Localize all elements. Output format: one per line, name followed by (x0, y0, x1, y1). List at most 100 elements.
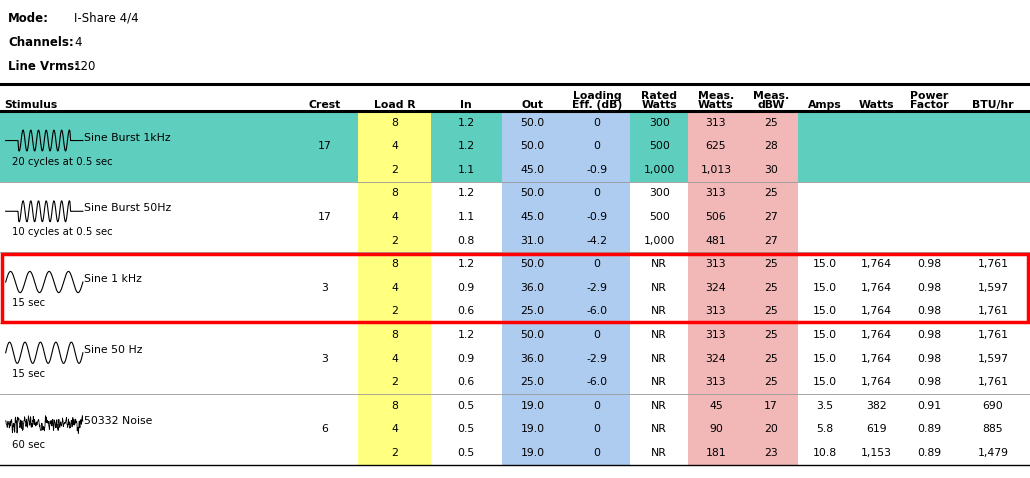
Text: 8: 8 (391, 118, 398, 128)
Text: 25: 25 (764, 283, 778, 293)
Text: 17: 17 (318, 212, 332, 222)
Text: 0.5: 0.5 (457, 448, 475, 458)
Text: 0.98: 0.98 (917, 330, 941, 340)
Text: 625: 625 (706, 141, 726, 151)
Bar (744, 158, 798, 182)
Text: 25: 25 (764, 354, 778, 363)
Text: 19.0: 19.0 (520, 424, 545, 434)
Text: Meas.: Meas. (697, 91, 734, 101)
Text: 25: 25 (764, 118, 778, 128)
Text: 1.1: 1.1 (457, 212, 475, 222)
Text: 0: 0 (593, 259, 600, 269)
Text: NR: NR (651, 259, 667, 269)
Text: 313: 313 (706, 188, 726, 198)
Bar (563, 205, 630, 229)
Text: 690: 690 (983, 401, 1003, 411)
Bar (744, 252, 798, 276)
Text: 4: 4 (391, 283, 398, 293)
Text: 17: 17 (318, 141, 332, 151)
Text: 19.0: 19.0 (520, 448, 545, 458)
Text: 0.6: 0.6 (457, 377, 475, 387)
Text: 0.98: 0.98 (917, 377, 941, 387)
Text: 619: 619 (866, 424, 887, 434)
Text: 2: 2 (391, 306, 398, 316)
Bar (563, 347, 630, 370)
Text: 1,764: 1,764 (861, 330, 892, 340)
Text: 60 sec: 60 sec (12, 440, 45, 449)
Text: Factor: Factor (909, 100, 949, 110)
Bar (502, 182, 563, 205)
Bar (688, 182, 744, 205)
Text: -6.0: -6.0 (586, 306, 608, 316)
Text: 6: 6 (321, 424, 329, 434)
Text: 15.0: 15.0 (813, 259, 836, 269)
Text: 0.5: 0.5 (457, 401, 475, 411)
Text: NR: NR (651, 306, 667, 316)
Bar (688, 417, 744, 441)
Text: Sine Burst 50Hz: Sine Burst 50Hz (84, 204, 172, 213)
Text: 313: 313 (706, 118, 726, 128)
Text: 500: 500 (649, 141, 670, 151)
Bar (744, 300, 798, 323)
Bar (358, 300, 431, 323)
Bar (563, 252, 630, 276)
Bar (358, 276, 431, 300)
Bar (502, 229, 563, 252)
Text: 15 sec: 15 sec (12, 369, 45, 379)
Text: 0: 0 (593, 401, 600, 411)
Text: 0: 0 (593, 448, 600, 458)
Text: -0.9: -0.9 (586, 212, 608, 222)
Text: Loading: Loading (573, 91, 621, 101)
Bar (0, 111, 1030, 182)
Bar (502, 205, 563, 229)
Text: 0.98: 0.98 (917, 283, 941, 293)
Text: 90: 90 (709, 424, 723, 434)
Bar (563, 417, 630, 441)
Bar (563, 134, 630, 158)
Text: 23: 23 (764, 448, 778, 458)
Text: 50.0: 50.0 (520, 118, 545, 128)
Text: 181: 181 (706, 448, 726, 458)
Text: 0: 0 (593, 118, 600, 128)
Bar (563, 370, 630, 394)
Text: Out: Out (521, 100, 544, 110)
Bar (358, 441, 431, 465)
Text: Sine 50 Hz: Sine 50 Hz (84, 345, 143, 355)
Text: 1.2: 1.2 (457, 330, 475, 340)
Text: 50.0: 50.0 (520, 330, 545, 340)
Text: 1,013: 1,013 (700, 165, 731, 175)
Bar (688, 158, 744, 182)
Bar (502, 370, 563, 394)
Bar (563, 229, 630, 252)
Text: 0.89: 0.89 (917, 448, 941, 458)
Text: 20 cycles at 0.5 sec: 20 cycles at 0.5 sec (12, 157, 113, 166)
Bar (502, 252, 563, 276)
Bar (744, 182, 798, 205)
Text: 1,761: 1,761 (977, 259, 1008, 269)
Bar (744, 394, 798, 417)
Text: 15.0: 15.0 (813, 306, 836, 316)
Text: 15.0: 15.0 (813, 283, 836, 293)
Text: Crest: Crest (309, 100, 341, 110)
Bar (563, 276, 630, 300)
Text: 1.1: 1.1 (457, 165, 475, 175)
Text: 1,764: 1,764 (861, 259, 892, 269)
Text: 45.0: 45.0 (520, 165, 545, 175)
Text: Sine Burst 1kHz: Sine Burst 1kHz (84, 133, 171, 142)
Text: 25: 25 (764, 188, 778, 198)
Text: 1.2: 1.2 (457, 259, 475, 269)
Bar (358, 134, 431, 158)
Text: 45: 45 (709, 401, 723, 411)
Text: 15.0: 15.0 (813, 354, 836, 363)
Text: 50.0: 50.0 (520, 259, 545, 269)
Text: 0.8: 0.8 (457, 236, 475, 246)
Text: 4: 4 (391, 354, 398, 363)
Text: NR: NR (651, 401, 667, 411)
Text: 4: 4 (74, 36, 81, 49)
Bar (358, 229, 431, 252)
Text: 0: 0 (593, 424, 600, 434)
Text: 0.98: 0.98 (917, 259, 941, 269)
Text: 27: 27 (764, 212, 778, 222)
Text: 2: 2 (391, 377, 398, 387)
Bar (563, 111, 630, 134)
